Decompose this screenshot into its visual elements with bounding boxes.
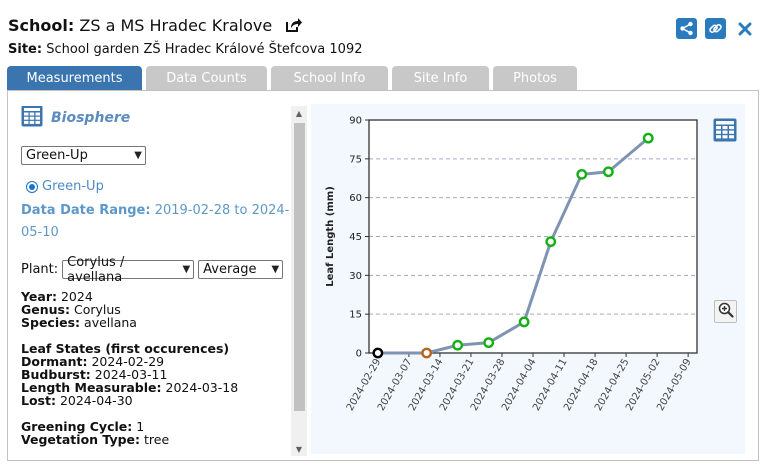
details-scrollbar[interactable]: ▲ ▼ <box>291 106 307 456</box>
site-label: Site: <box>8 42 43 57</box>
plant-select[interactable]: Corylus / avellana ▼ <box>62 255 195 285</box>
scroll-down-arrow-icon[interactable]: ▼ <box>295 444 303 454</box>
external-link-icon[interactable] <box>285 17 303 37</box>
plant-row: Plant: Corylus / avellana ▼ Average ▼ <box>21 255 291 285</box>
aggregation-select[interactable]: Average ▼ <box>198 260 284 279</box>
dormant-label: Dormant: <box>21 354 88 369</box>
data-point <box>642 132 654 144</box>
length-measurable-value: 2024-03-18 <box>165 380 239 395</box>
lost-value: 2024-04-30 <box>59 393 133 408</box>
plant-label: Plant: <box>21 262 59 277</box>
table-icon <box>21 106 43 131</box>
chevron-down-icon: ▼ <box>134 150 142 161</box>
y-axis-label: Leaf Length (mm) <box>325 186 336 287</box>
vegetation-type-label: Vegetation Type: <box>21 432 141 447</box>
date-range-label: Data Date Range: <box>21 203 151 218</box>
data-point <box>452 339 464 351</box>
scroll-thumb[interactable] <box>294 123 305 411</box>
chevron-down-icon: ▼ <box>182 264 191 275</box>
leaf-states-heading: Leaf States (first occurences) <box>21 341 230 356</box>
leaf-states: Leaf States (first occurences) Dormant: … <box>21 342 291 407</box>
school-name: ZS a MS Hradec Kralove <box>79 16 273 35</box>
greening-cycle-value: 1 <box>136 419 145 434</box>
data-point <box>602 166 614 178</box>
budburst-value: 2024-03-11 <box>94 367 168 382</box>
data-point <box>421 347 433 359</box>
chevron-down-icon: ▼ <box>271 264 280 275</box>
year-value: 2024 <box>60 289 93 304</box>
genus-label: Genus: <box>21 302 70 317</box>
plant-select-value: Corylus / avellana <box>67 254 125 285</box>
protocol-title: Biosphere <box>51 110 131 126</box>
species-label: Species: <box>21 315 81 330</box>
budburst-label: Budburst: <box>21 367 91 382</box>
date-range-value-cont: 05-10 <box>21 225 59 240</box>
data-point <box>576 168 588 180</box>
site-name: School garden ZŠ Hradec Králové Štefcova… <box>46 42 363 57</box>
plant-info: Year: 2024 Genus: Corylus Species: avell… <box>21 290 291 329</box>
protocol-select[interactable]: Green-Up ▼ <box>21 146 146 165</box>
school-label: School: <box>8 16 75 35</box>
site-line: Site: School garden ZŠ Hradec Králové Št… <box>8 42 362 57</box>
tab-measurements[interactable]: Measurements <box>7 66 142 90</box>
greening-cycle-label: Greening Cycle: <box>21 419 133 434</box>
scroll-up-arrow-icon[interactable]: ▲ <box>295 108 303 118</box>
year-label: Year: <box>21 289 57 304</box>
link-icon[interactable] <box>705 18 726 39</box>
protocol-header: Biosphere <box>21 106 291 130</box>
zoom-button[interactable] <box>714 300 737 323</box>
zoom-in-icon <box>718 302 734 322</box>
tab-site-info[interactable]: Site Info <box>392 66 489 90</box>
data-point <box>518 316 530 328</box>
close-icon[interactable] <box>734 18 755 39</box>
dormant-value: 2024-02-29 <box>91 354 165 369</box>
share-icon[interactable] <box>676 18 697 39</box>
radio-selected-icon[interactable] <box>26 180 38 193</box>
y-tick-label: 60 <box>349 193 362 204</box>
y-tick-label: 30 <box>349 271 362 282</box>
y-tick-label: 90 <box>349 116 362 127</box>
length-measurable-label: Length Measurable: <box>21 380 162 395</box>
data-date-range: Data Date Range: 2019-02-28 to 2024- 05-… <box>21 200 291 244</box>
aggregation-select-value: Average <box>203 262 257 277</box>
y-tick-label: 0 <box>356 349 362 360</box>
popup-tabs: Measurements Data Counts School Info Sit… <box>7 66 577 90</box>
greenup-radio[interactable]: Green-Up <box>26 179 291 194</box>
vegetation-type-value: tree <box>144 432 170 447</box>
data-point <box>545 236 557 248</box>
measurement-details: Biosphere Green-Up ▼ Green-Up Data Date … <box>21 106 291 456</box>
y-tick-label: 15 <box>349 310 362 321</box>
greenup-radio-label: Green-Up <box>42 179 104 194</box>
genus-value: Corylus <box>73 302 121 317</box>
cycle-info: Greening Cycle: 1 Vegetation Type: tree <box>21 420 291 446</box>
tab-school-info[interactable]: School Info <box>271 66 388 90</box>
data-point <box>483 337 495 349</box>
date-range-value: 2019-02-28 to 2024- <box>154 203 290 218</box>
school-title: School: ZS a MS Hradec Kralove <box>8 16 303 37</box>
tab-photos[interactable]: Photos <box>493 66 577 90</box>
protocol-select-value: Green-Up <box>26 148 88 163</box>
chart-table-icon[interactable] <box>713 118 737 146</box>
data-point <box>372 347 384 359</box>
y-tick-label: 45 <box>349 232 362 243</box>
leaf-length-chart: 01530456075902024-02-292024-03-072024-03… <box>325 116 698 413</box>
species-value: avellana <box>84 315 137 330</box>
popup-actions <box>676 18 755 39</box>
tab-data-counts[interactable]: Data Counts <box>146 66 267 90</box>
y-tick-label: 75 <box>349 154 362 165</box>
lost-label: Lost: <box>21 393 56 408</box>
